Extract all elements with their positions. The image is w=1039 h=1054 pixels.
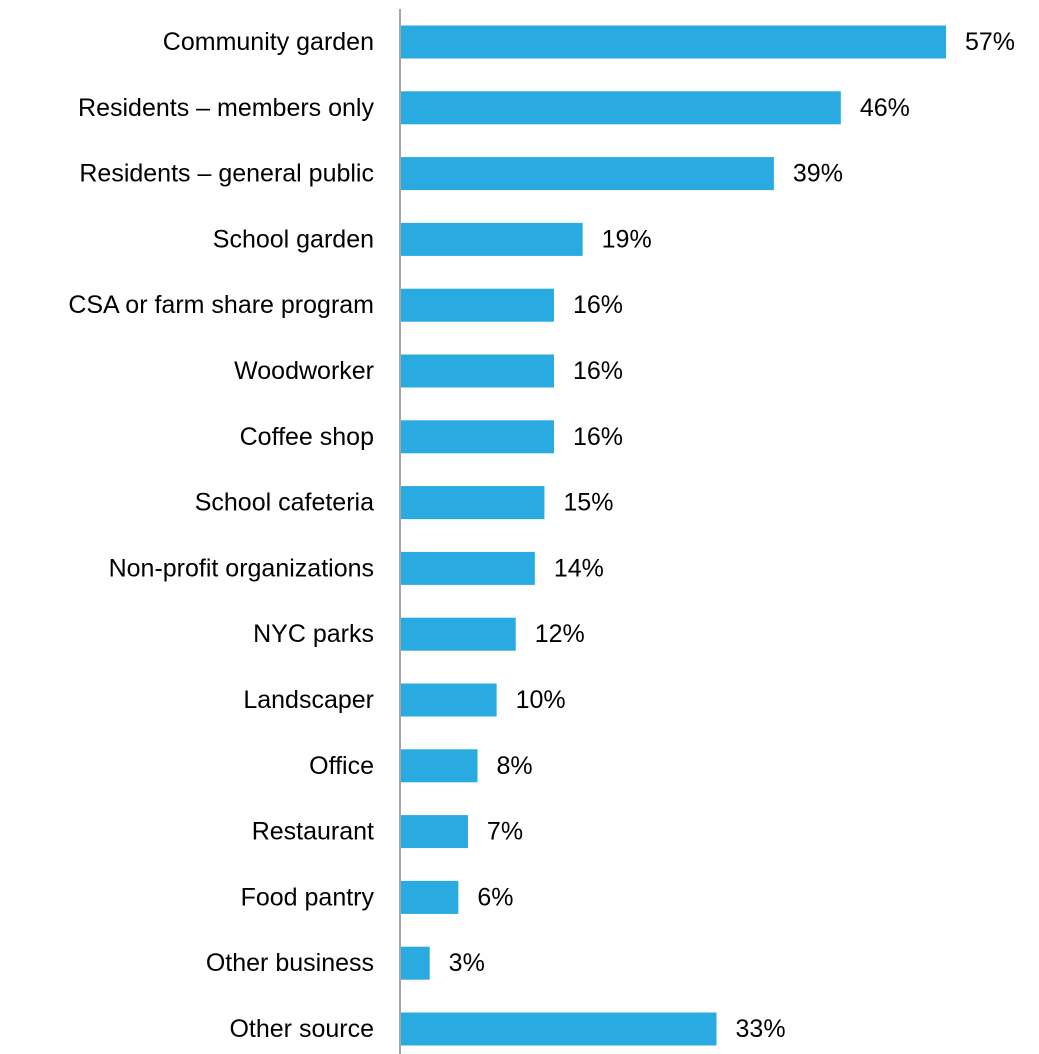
category-labels: Community garden Residents – members only… <box>68 28 374 1043</box>
value-label: 19% <box>602 225 652 253</box>
value-label: 14% <box>554 554 604 582</box>
category-label: Residents – members only <box>78 94 374 122</box>
value-label: 15% <box>563 489 613 517</box>
category-label: Residents – general public <box>79 160 374 188</box>
bar-12 <box>401 815 468 849</box>
category-label: Food pantry <box>241 883 375 911</box>
value-label: 10% <box>516 686 566 714</box>
category-label: CSA or farm share program <box>68 291 374 319</box>
bar-8 <box>401 551 535 585</box>
category-label: Woodworker <box>234 357 374 385</box>
bar-3 <box>401 222 583 256</box>
value-label: 12% <box>535 620 585 648</box>
bar-0 <box>401 25 946 59</box>
value-label: 57% <box>965 28 1015 56</box>
value-label: 16% <box>573 291 623 319</box>
bar-14 <box>401 946 430 980</box>
category-label: Community garden <box>163 28 374 56</box>
bar-1 <box>401 91 841 125</box>
value-label: 16% <box>573 357 623 385</box>
value-label: 3% <box>449 949 485 977</box>
bar-11 <box>401 749 478 783</box>
bar-10 <box>401 683 497 717</box>
value-label: 39% <box>793 160 843 188</box>
bar-2 <box>401 157 774 191</box>
value-label: 6% <box>477 883 513 911</box>
value-labels: 57% 46% 39% 19% 16% 16% 16% 15% 14% 12% 10% 8% 7% 6% 3… <box>449 28 1015 1043</box>
category-label: Restaurant <box>252 818 374 846</box>
bar-5 <box>401 354 554 388</box>
category-label: Other business <box>206 949 374 977</box>
bar-7 <box>401 486 545 520</box>
value-label: 8% <box>496 752 532 780</box>
category-label: Other source <box>229 1015 374 1043</box>
bar-9 <box>401 617 516 651</box>
value-label: 16% <box>573 423 623 451</box>
bar-15 <box>401 1012 717 1046</box>
bar-6 <box>401 420 554 454</box>
category-label: School garden <box>213 225 374 253</box>
category-label: NYC parks <box>253 620 374 648</box>
bars-layer <box>401 25 946 1046</box>
category-label: School cafeteria <box>195 489 374 517</box>
value-label: 46% <box>860 94 910 122</box>
value-label: 33% <box>736 1015 786 1043</box>
bar-13 <box>401 880 459 914</box>
category-label: Coffee shop <box>240 423 374 451</box>
bar-4 <box>401 288 554 322</box>
category-label: Landscaper <box>243 686 374 714</box>
category-label: Office <box>309 752 374 780</box>
value-label: 7% <box>487 818 523 846</box>
category-label: Non-profit organizations <box>109 554 374 582</box>
